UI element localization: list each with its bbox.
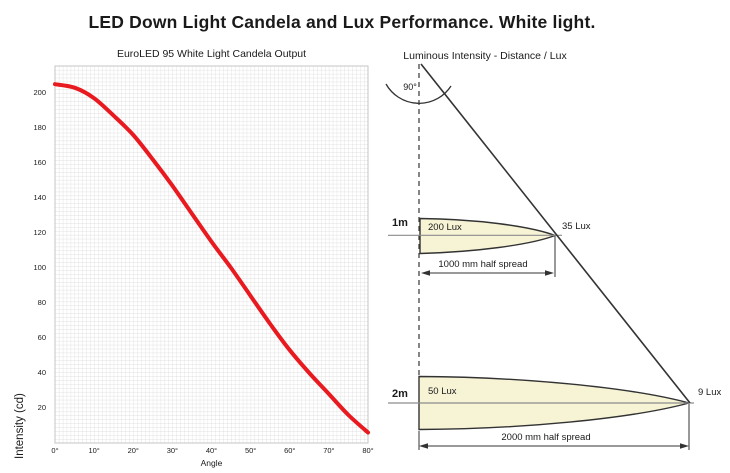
x-tick-label: 70°	[323, 446, 335, 455]
x-tick-label: 40°	[205, 446, 218, 455]
beam-edge-diagonal-line	[420, 63, 691, 404]
y-tick-label: 140	[33, 192, 46, 202]
y-tick-label: 80	[37, 297, 46, 307]
arrowhead-right-1m	[545, 270, 554, 276]
y-tick-label: 180	[33, 122, 46, 132]
x-tick-label: 50°	[244, 446, 257, 455]
y-tick-label: 160	[33, 157, 46, 167]
spread-label-2m: 2000 mm half spread	[501, 432, 591, 443]
edge-lux-label-1m: 35 Lux	[562, 221, 591, 232]
angle-arc	[385, 83, 452, 104]
page-title: LED Down Light Candela and Lux Performan…	[88, 12, 596, 32]
diagram-title: Luminous Intensity - Distance / Lux	[403, 50, 567, 62]
edge-lux-label-2m: 9 Lux	[698, 387, 722, 398]
center-lux-label-2m: 50 Lux	[428, 386, 457, 397]
y-tick-label: 20	[37, 402, 46, 412]
x-tick-label: 20°	[127, 446, 139, 455]
y-tick-label: 60	[37, 332, 46, 342]
y-tick-label: 100	[33, 262, 46, 272]
arrowhead-left-2m	[419, 443, 428, 449]
y-axis-label: Intensity (cd)	[14, 393, 26, 459]
beam-angle-label: 90°	[403, 82, 417, 92]
distance-label-2m: 2m	[392, 388, 408, 400]
distance-label-1m: 1m	[392, 217, 408, 229]
x-tick-label: 30°	[166, 446, 179, 455]
y-tick-label: 120	[33, 227, 46, 237]
x-tick-label: 10°	[88, 446, 100, 455]
spread-label-1m: 1000 mm half spread	[438, 259, 528, 270]
arrowhead-right-2m	[680, 443, 689, 449]
center-lux-label-1m: 200 Lux	[428, 222, 462, 233]
x-tick-label: 0°	[51, 446, 59, 455]
candela-curve	[53, 82, 370, 435]
y-tick-label: 200	[33, 87, 46, 97]
x-tick-label: 60°	[284, 446, 296, 455]
y-tick-label: 40	[37, 367, 46, 377]
x-tick-label: 80°	[362, 446, 374, 455]
x-axis-label: Angle	[200, 458, 223, 468]
chart-title: EuroLED 95 White Light Candela Output	[116, 48, 307, 60]
arrowhead-left-1m	[421, 270, 430, 276]
